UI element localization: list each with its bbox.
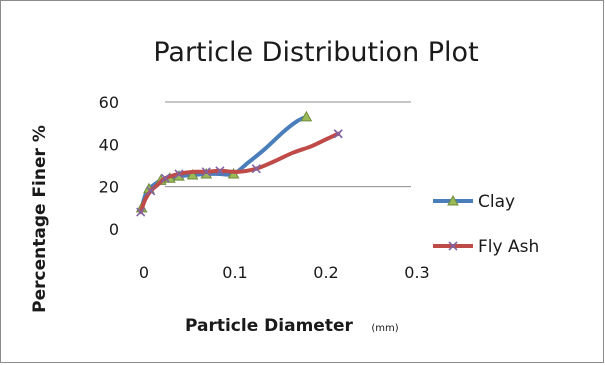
point-clay-marker bbox=[186, 168, 199, 180]
point-fly-ash-marker bbox=[136, 207, 146, 217]
legend: Clay Fly Ash bbox=[433, 192, 539, 257]
point-fly-ash-marker bbox=[160, 173, 170, 183]
x-axis-title: Particle Diameter (mm) bbox=[185, 316, 399, 336]
point-fly-ash-marker bbox=[174, 169, 184, 179]
point-fly-ash-marker bbox=[251, 164, 261, 174]
legend-label-clay: Clay bbox=[478, 192, 515, 212]
y-tick-label: 60 bbox=[99, 93, 119, 112]
legend-clay-marker bbox=[447, 194, 459, 206]
y-tick-label: 20 bbox=[99, 178, 119, 197]
chart-title: Particle Distribution Plot bbox=[153, 37, 478, 68]
legend-fly-ash-marker bbox=[448, 241, 458, 251]
x-tick-label: 0 bbox=[139, 263, 149, 282]
tick-labels: 0 20 40 60 0 0.1 0.2 0.3 bbox=[99, 93, 430, 282]
x-axis-unit: (mm) bbox=[371, 323, 398, 334]
point-fly-ash-marker bbox=[333, 129, 343, 139]
point-fly-ash-marker bbox=[215, 166, 225, 176]
point-fly-ash-marker bbox=[146, 186, 156, 196]
x-tick-label: 0.2 bbox=[313, 263, 338, 282]
point-fly-ash-marker bbox=[201, 167, 211, 177]
x-tick-label: 0.3 bbox=[404, 263, 429, 282]
series-line-fly-ash bbox=[138, 131, 341, 215]
y-axis-title: Percentage Finer % bbox=[30, 125, 50, 313]
y-tick-label: 40 bbox=[99, 135, 119, 154]
legend-label-fly-ash: Fly Ash bbox=[478, 237, 539, 257]
series-line-clay bbox=[139, 114, 309, 210]
point-clay-marker bbox=[300, 110, 313, 122]
gridlines bbox=[165, 101, 411, 188]
x-axis-label: Particle Diameter bbox=[185, 316, 353, 336]
x-tick-label: 0.1 bbox=[222, 263, 247, 282]
plot-series bbox=[135, 110, 343, 217]
y-tick-label: 0 bbox=[109, 220, 119, 239]
